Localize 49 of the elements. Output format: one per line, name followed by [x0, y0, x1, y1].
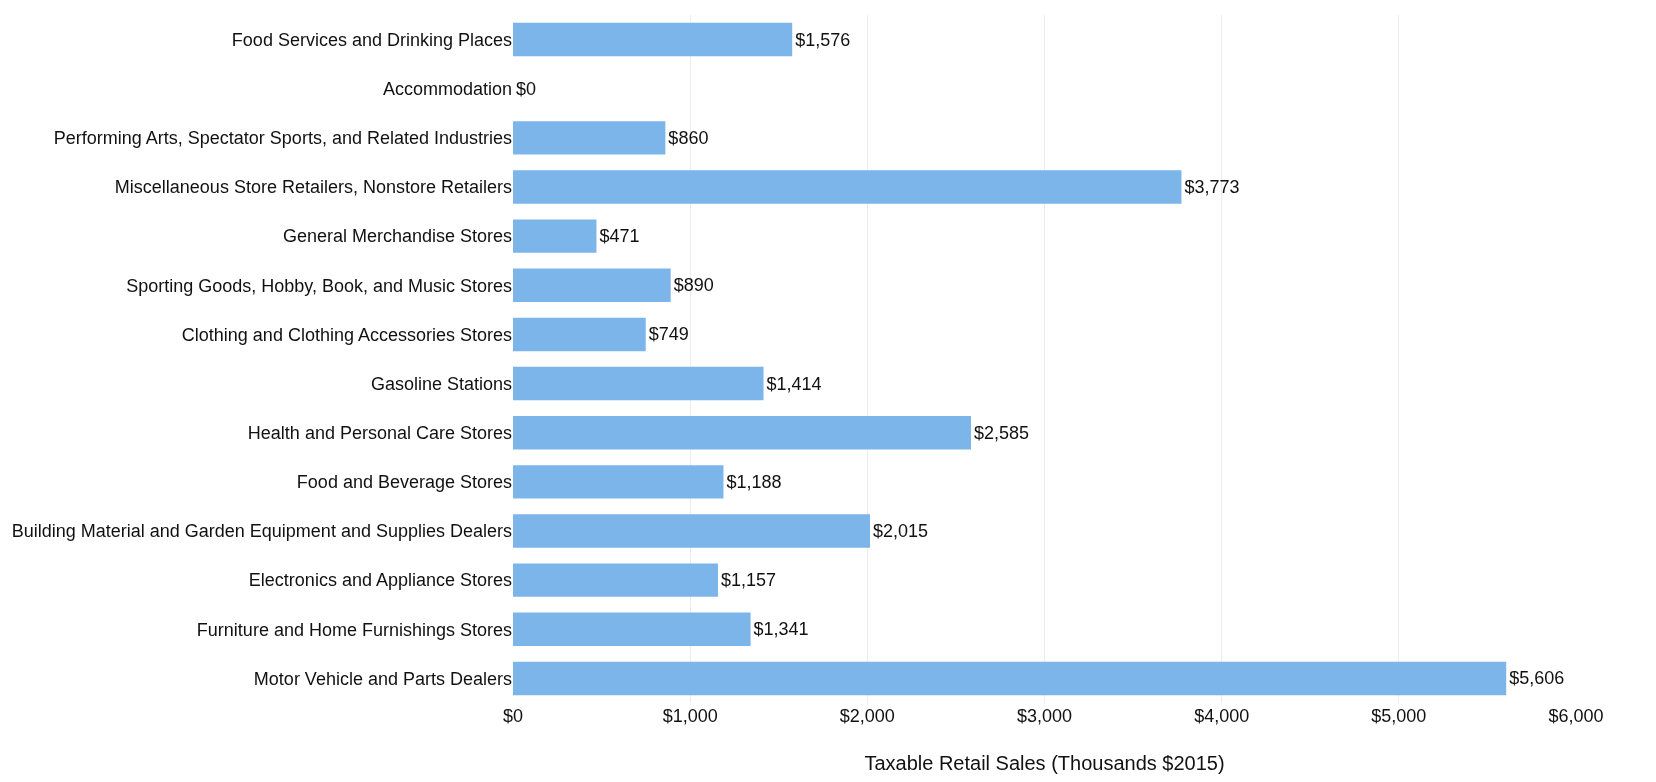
- bar: [513, 317, 646, 352]
- data-label: $0: [516, 78, 537, 99]
- y-tick-label: General Merchandise Stores: [282, 226, 512, 247]
- data-label: $5,606: [1509, 668, 1565, 689]
- bar: [513, 514, 870, 548]
- y-tick-label: Motor Vehicle and Parts Dealers: [253, 668, 512, 689]
- y-tick-label: Accommodation: [382, 79, 512, 100]
- x-tick-label: $5,000: [1371, 706, 1427, 726]
- bar: [513, 121, 666, 155]
- x-axis-title: Taxable Retail Sales (Thousands $2015): [864, 751, 1225, 774]
- x-tick-label: $4,000: [1194, 706, 1250, 726]
- x-tick-label: $6,000: [1548, 706, 1604, 726]
- data-label: $3,773: [1184, 177, 1240, 197]
- bar: [513, 465, 724, 499]
- data-label: $1,341: [753, 619, 809, 640]
- data-label: $2,015: [872, 521, 929, 541]
- data-label: $1,188: [726, 471, 782, 492]
- y-tick-label: Health and Personal Care Stores: [247, 423, 512, 444]
- bar: [513, 612, 751, 646]
- x-tick-label: $3,000: [1016, 706, 1073, 726]
- bar: [513, 22, 793, 57]
- y-tick-label: Sporting Goods, Hobby, Book, and Music Stores: [126, 275, 512, 296]
- y-tick-label: Clothing and Clothing Accessories Stores: [181, 324, 512, 345]
- y-tick-label: Gasoline Stations: [370, 373, 512, 394]
- data-label: $1,576: [795, 29, 851, 50]
- x-tick-label: $2,000: [839, 706, 895, 726]
- y-tick-label: Food Services and Drinking Places: [231, 29, 512, 50]
- y-tick-label: Electronics and Appliance Stores: [248, 570, 512, 591]
- y-tick-label: Miscellaneous Store Retailers, Nonstore Retailers: [114, 177, 512, 198]
- y-tick-label: Furniture and Home Furnishings Stores: [196, 619, 512, 640]
- data-label: $2,585: [973, 422, 1030, 443]
- bar: [513, 268, 671, 302]
- y-tick-label: Food and Beverage Stores: [296, 472, 512, 493]
- data-label: $749: [648, 324, 689, 345]
- bar: [513, 219, 597, 253]
- bar: [513, 416, 971, 450]
- x-tick-label: $1,000: [662, 706, 718, 726]
- x-tick-label: $0: [502, 706, 524, 726]
- data-label: $471: [599, 226, 640, 247]
- data-label: $1,414: [766, 373, 822, 394]
- data-label: $860: [668, 127, 709, 148]
- y-tick-label: Performing Arts, Spectator Sports, and Related Industries: [53, 128, 512, 149]
- bar: [513, 170, 1182, 204]
- y-tick-label: Building Material and Garden Equipment and Supplies Dealers: [11, 521, 512, 542]
- data-label: $890: [673, 275, 714, 296]
- data-label: $1,157: [720, 570, 777, 591]
- bar: [513, 366, 764, 401]
- bar: [513, 661, 1507, 696]
- bar: [513, 563, 718, 597]
